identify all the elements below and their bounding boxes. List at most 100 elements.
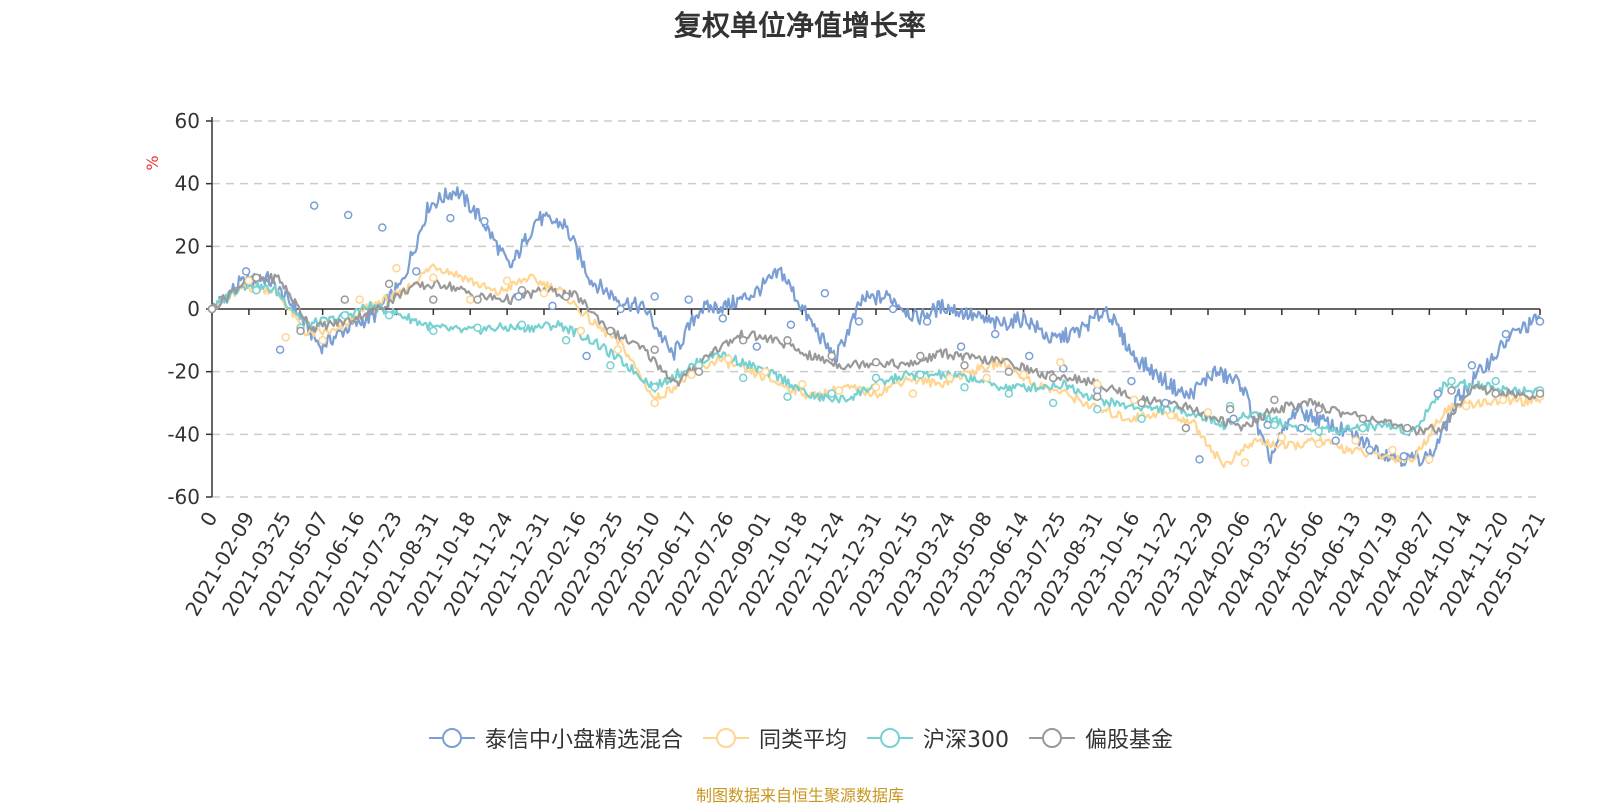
series-marker-1[interactable] (1240, 458, 1250, 467)
series-marker-0[interactable] (412, 267, 421, 276)
series-marker-0[interactable] (1297, 423, 1306, 433)
series-marker-3[interactable] (1535, 389, 1545, 398)
series-marker-3[interactable] (1314, 405, 1323, 414)
series-marker-0[interactable] (378, 223, 387, 232)
series-marker-0[interactable] (786, 320, 796, 329)
series-marker-1[interactable] (945, 373, 955, 383)
series-marker-2[interactable] (650, 383, 659, 392)
series-marker-0[interactable] (582, 351, 591, 361)
series-marker-0[interactable] (480, 217, 489, 226)
series-marker-0[interactable] (343, 210, 353, 220)
series-marker-2[interactable] (1270, 420, 1279, 430)
series-marker-3[interactable] (340, 295, 350, 304)
series-marker-2[interactable] (783, 392, 792, 401)
series-marker-3[interactable] (1402, 423, 1412, 433)
series-marker-0[interactable] (1433, 389, 1443, 398)
series-marker-1[interactable] (650, 398, 659, 408)
series-marker-2[interactable] (340, 311, 350, 320)
series-marker-3[interactable] (916, 351, 925, 361)
series-marker-3[interactable] (960, 361, 969, 370)
series-marker-2[interactable] (1447, 376, 1456, 386)
series-marker-1[interactable] (871, 383, 881, 392)
series-marker-1[interactable] (613, 345, 623, 354)
series-marker-3[interactable] (738, 336, 748, 345)
legend-item-peer-average[interactable]: 同类平均 (701, 722, 847, 754)
series-marker-2[interactable] (1137, 414, 1146, 423)
legend-item-fund[interactable]: 泰信中小盘精选混合 (427, 722, 683, 754)
series-marker-0[interactable] (616, 304, 625, 314)
series-marker-3[interactable] (561, 292, 571, 301)
series-marker-1[interactable] (1498, 395, 1508, 405)
series-marker-2[interactable] (1004, 389, 1014, 398)
series-marker-0[interactable] (1161, 398, 1170, 408)
series-marker-1[interactable] (1056, 358, 1065, 367)
series-marker-2[interactable] (1358, 423, 1368, 433)
series-marker-1[interactable] (1019, 370, 1028, 380)
series-marker-0[interactable] (1024, 351, 1034, 361)
series-marker-0[interactable] (820, 289, 830, 298)
series-marker-1[interactable] (392, 264, 401, 273)
series-marker-2[interactable] (429, 326, 438, 336)
series-marker-0[interactable] (548, 301, 557, 311)
series-marker-1[interactable] (465, 295, 475, 304)
series-marker-3[interactable] (1093, 392, 1102, 401)
series-marker-3[interactable] (473, 295, 482, 304)
series-marker-3[interactable] (1004, 367, 1014, 376)
series-marker-3[interactable] (650, 345, 659, 354)
series-marker-3[interactable] (1358, 414, 1368, 423)
series-marker-0[interactable] (309, 201, 319, 210)
series-marker-1[interactable] (908, 389, 918, 398)
series-marker-3[interactable] (1447, 386, 1456, 395)
series-marker-1[interactable] (1129, 395, 1139, 405)
series-marker-0[interactable] (1501, 329, 1511, 339)
series-marker-1[interactable] (1425, 455, 1434, 464)
series-marker-1[interactable] (318, 336, 327, 345)
series-marker-2[interactable] (606, 361, 615, 370)
series-marker-1[interactable] (576, 326, 586, 336)
series-marker-1[interactable] (687, 370, 696, 380)
series-marker-1[interactable] (539, 289, 549, 298)
series-marker-1[interactable] (1203, 408, 1213, 417)
series-marker-3[interactable] (1048, 373, 1058, 383)
series-marker-3[interactable] (296, 326, 305, 336)
series-marker-0[interactable] (990, 329, 1000, 339)
series-marker-2[interactable] (916, 370, 925, 380)
series-marker-0[interactable] (1399, 452, 1409, 461)
series-marker-0[interactable] (752, 342, 762, 351)
series-marker-1[interactable] (502, 276, 512, 286)
series-marker-0[interactable] (275, 345, 285, 354)
series-marker-0[interactable] (922, 317, 932, 326)
legend-item-hs300[interactable]: 沪深300 (865, 722, 1009, 754)
series-marker-1[interactable] (1277, 433, 1287, 442)
series-marker-3[interactable] (207, 304, 217, 314)
series-marker-1[interactable] (834, 386, 844, 395)
series-marker-2[interactable] (473, 323, 482, 333)
series-marker-1[interactable] (1461, 401, 1471, 411)
series-marker-0[interactable] (650, 292, 659, 301)
series-marker-2[interactable] (827, 389, 836, 398)
series-marker-0[interactable] (1229, 414, 1238, 423)
series-marker-2[interactable] (960, 383, 969, 392)
series-marker-0[interactable] (1195, 455, 1204, 464)
series-marker-3[interactable] (871, 358, 881, 367)
series-marker-3[interactable] (1270, 395, 1279, 405)
series-marker-0[interactable] (718, 314, 728, 323)
series-marker-3[interactable] (606, 326, 615, 336)
series-marker-1[interactable] (982, 373, 991, 383)
series-marker-3[interactable] (1181, 423, 1191, 433)
series-marker-2[interactable] (384, 311, 394, 320)
series-marker-3[interactable] (429, 295, 438, 304)
series-marker-0[interactable] (1365, 445, 1374, 455)
series-marker-0[interactable] (854, 317, 864, 326)
series-marker-0[interactable] (684, 295, 693, 304)
series-marker-1[interactable] (429, 273, 438, 282)
series-marker-0[interactable] (514, 292, 523, 301)
series-marker-1[interactable] (355, 295, 364, 304)
series-marker-2[interactable] (738, 373, 748, 383)
series-marker-2[interactable] (871, 373, 881, 383)
series-marker-3[interactable] (1137, 398, 1146, 408)
series-marker-0[interactable] (1467, 361, 1477, 370)
series-marker-0[interactable] (446, 213, 455, 223)
series-marker-3[interactable] (1225, 405, 1235, 414)
series-marker-1[interactable] (244, 276, 254, 286)
